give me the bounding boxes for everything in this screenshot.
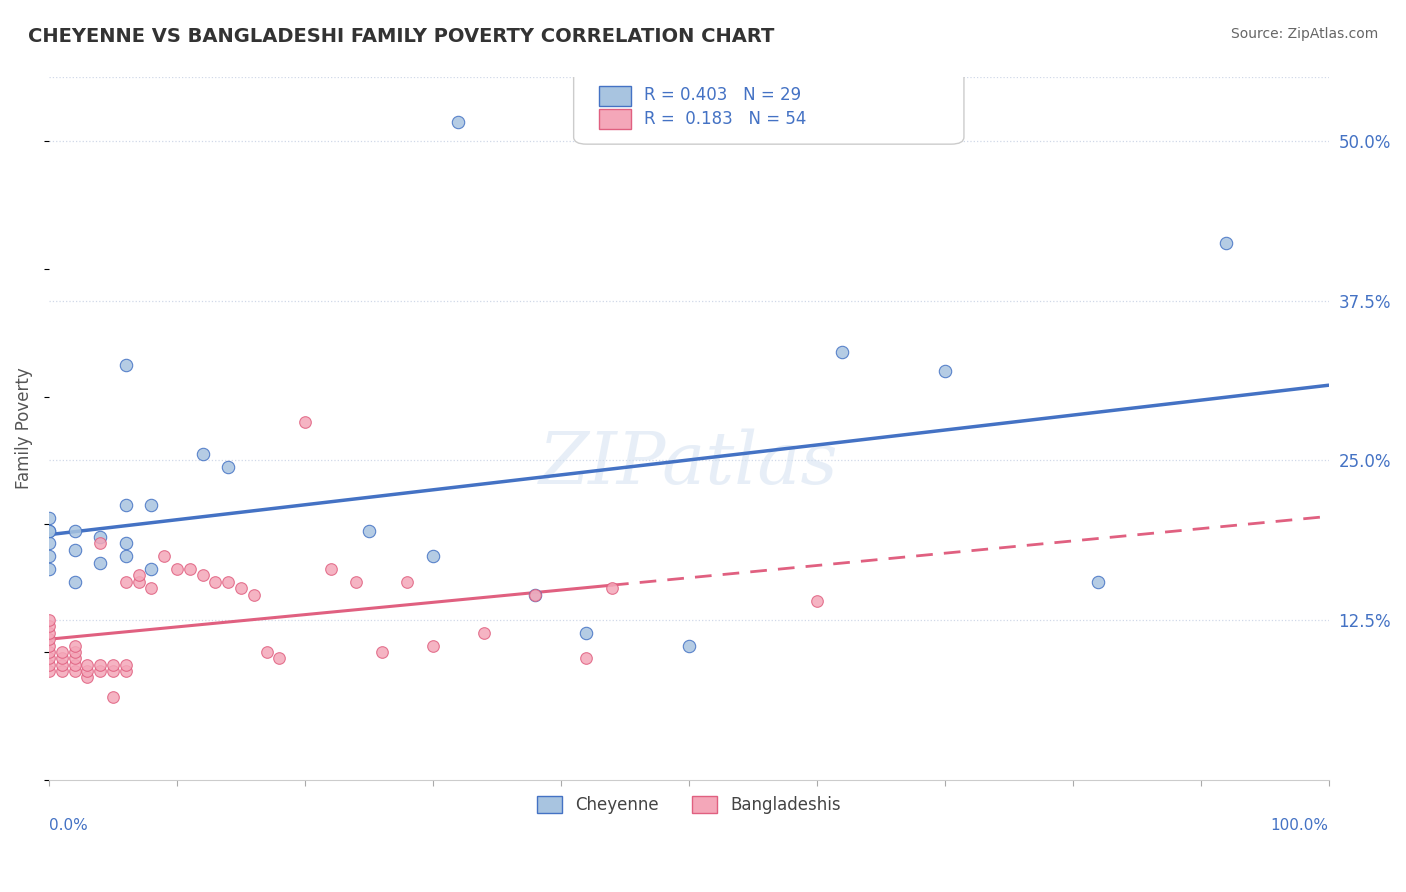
Text: R =  0.183   N = 54: R = 0.183 N = 54 bbox=[644, 110, 807, 128]
Point bbox=[38, 536, 60, 550]
Point bbox=[422, 549, 444, 564]
Point bbox=[38, 524, 60, 538]
Point bbox=[357, 524, 380, 538]
Point bbox=[51, 664, 73, 678]
Point bbox=[38, 549, 60, 564]
FancyBboxPatch shape bbox=[599, 86, 631, 105]
Point bbox=[934, 364, 956, 378]
Point bbox=[242, 587, 264, 601]
Point bbox=[1087, 574, 1109, 589]
FancyBboxPatch shape bbox=[574, 63, 965, 145]
Point bbox=[472, 625, 495, 640]
Point bbox=[38, 619, 60, 633]
Y-axis label: Family Poverty: Family Poverty bbox=[15, 368, 32, 490]
Point bbox=[89, 657, 111, 672]
Point bbox=[114, 657, 136, 672]
Point bbox=[63, 639, 86, 653]
Point bbox=[51, 645, 73, 659]
Point bbox=[831, 345, 853, 359]
Point bbox=[575, 625, 598, 640]
Point bbox=[38, 625, 60, 640]
Text: 0.0%: 0.0% bbox=[49, 818, 87, 833]
Text: 100.0%: 100.0% bbox=[1271, 818, 1329, 833]
Point bbox=[38, 651, 60, 665]
Point bbox=[76, 657, 98, 672]
Point bbox=[89, 530, 111, 544]
Point bbox=[128, 574, 150, 589]
Point bbox=[806, 594, 828, 608]
Text: R = 0.403   N = 29: R = 0.403 N = 29 bbox=[644, 86, 801, 104]
Point bbox=[76, 671, 98, 685]
Point bbox=[229, 581, 252, 595]
Point bbox=[575, 651, 598, 665]
Point bbox=[114, 498, 136, 512]
Point bbox=[63, 645, 86, 659]
Point bbox=[396, 574, 419, 589]
Text: CHEYENNE VS BANGLADESHI FAMILY POVERTY CORRELATION CHART: CHEYENNE VS BANGLADESHI FAMILY POVERTY C… bbox=[28, 27, 775, 45]
Point bbox=[38, 657, 60, 672]
Point bbox=[89, 664, 111, 678]
Point bbox=[114, 664, 136, 678]
Point bbox=[51, 651, 73, 665]
Point bbox=[38, 645, 60, 659]
Point bbox=[38, 562, 60, 576]
Point bbox=[76, 664, 98, 678]
Point bbox=[191, 568, 214, 582]
Point bbox=[63, 651, 86, 665]
Point bbox=[191, 447, 214, 461]
Point bbox=[89, 556, 111, 570]
Point bbox=[600, 581, 623, 595]
Point bbox=[294, 415, 316, 429]
Point bbox=[141, 581, 163, 595]
Point bbox=[38, 639, 60, 653]
Point bbox=[141, 562, 163, 576]
Point bbox=[447, 115, 470, 129]
Point bbox=[204, 574, 226, 589]
Text: ZIPatlas: ZIPatlas bbox=[538, 428, 838, 499]
Point bbox=[217, 459, 239, 474]
Point bbox=[63, 657, 86, 672]
Point bbox=[101, 664, 124, 678]
Point bbox=[38, 511, 60, 525]
Point bbox=[141, 498, 163, 512]
Point bbox=[114, 574, 136, 589]
Point bbox=[114, 358, 136, 372]
Point bbox=[269, 651, 291, 665]
Point bbox=[370, 645, 392, 659]
Point bbox=[89, 536, 111, 550]
Point bbox=[128, 568, 150, 582]
Point bbox=[38, 632, 60, 647]
Point bbox=[114, 549, 136, 564]
Point bbox=[63, 524, 86, 538]
Point bbox=[38, 613, 60, 627]
Point bbox=[678, 639, 700, 653]
Point bbox=[344, 574, 367, 589]
Point bbox=[153, 549, 176, 564]
Legend: Cheyenne, Bangladeshis: Cheyenne, Bangladeshis bbox=[530, 789, 848, 821]
Point bbox=[422, 639, 444, 653]
Point bbox=[1215, 236, 1237, 251]
FancyBboxPatch shape bbox=[599, 109, 631, 128]
Point bbox=[166, 562, 188, 576]
Point bbox=[51, 657, 73, 672]
Text: Source: ZipAtlas.com: Source: ZipAtlas.com bbox=[1230, 27, 1378, 41]
Point bbox=[101, 657, 124, 672]
Point bbox=[63, 664, 86, 678]
Point bbox=[179, 562, 201, 576]
Point bbox=[63, 542, 86, 557]
Point bbox=[38, 524, 60, 538]
Point bbox=[256, 645, 278, 659]
Point bbox=[101, 690, 124, 704]
Point bbox=[319, 562, 342, 576]
Point bbox=[524, 587, 547, 601]
Point bbox=[114, 536, 136, 550]
Point bbox=[524, 587, 547, 601]
Point bbox=[38, 664, 60, 678]
Point bbox=[217, 574, 239, 589]
Point bbox=[63, 574, 86, 589]
